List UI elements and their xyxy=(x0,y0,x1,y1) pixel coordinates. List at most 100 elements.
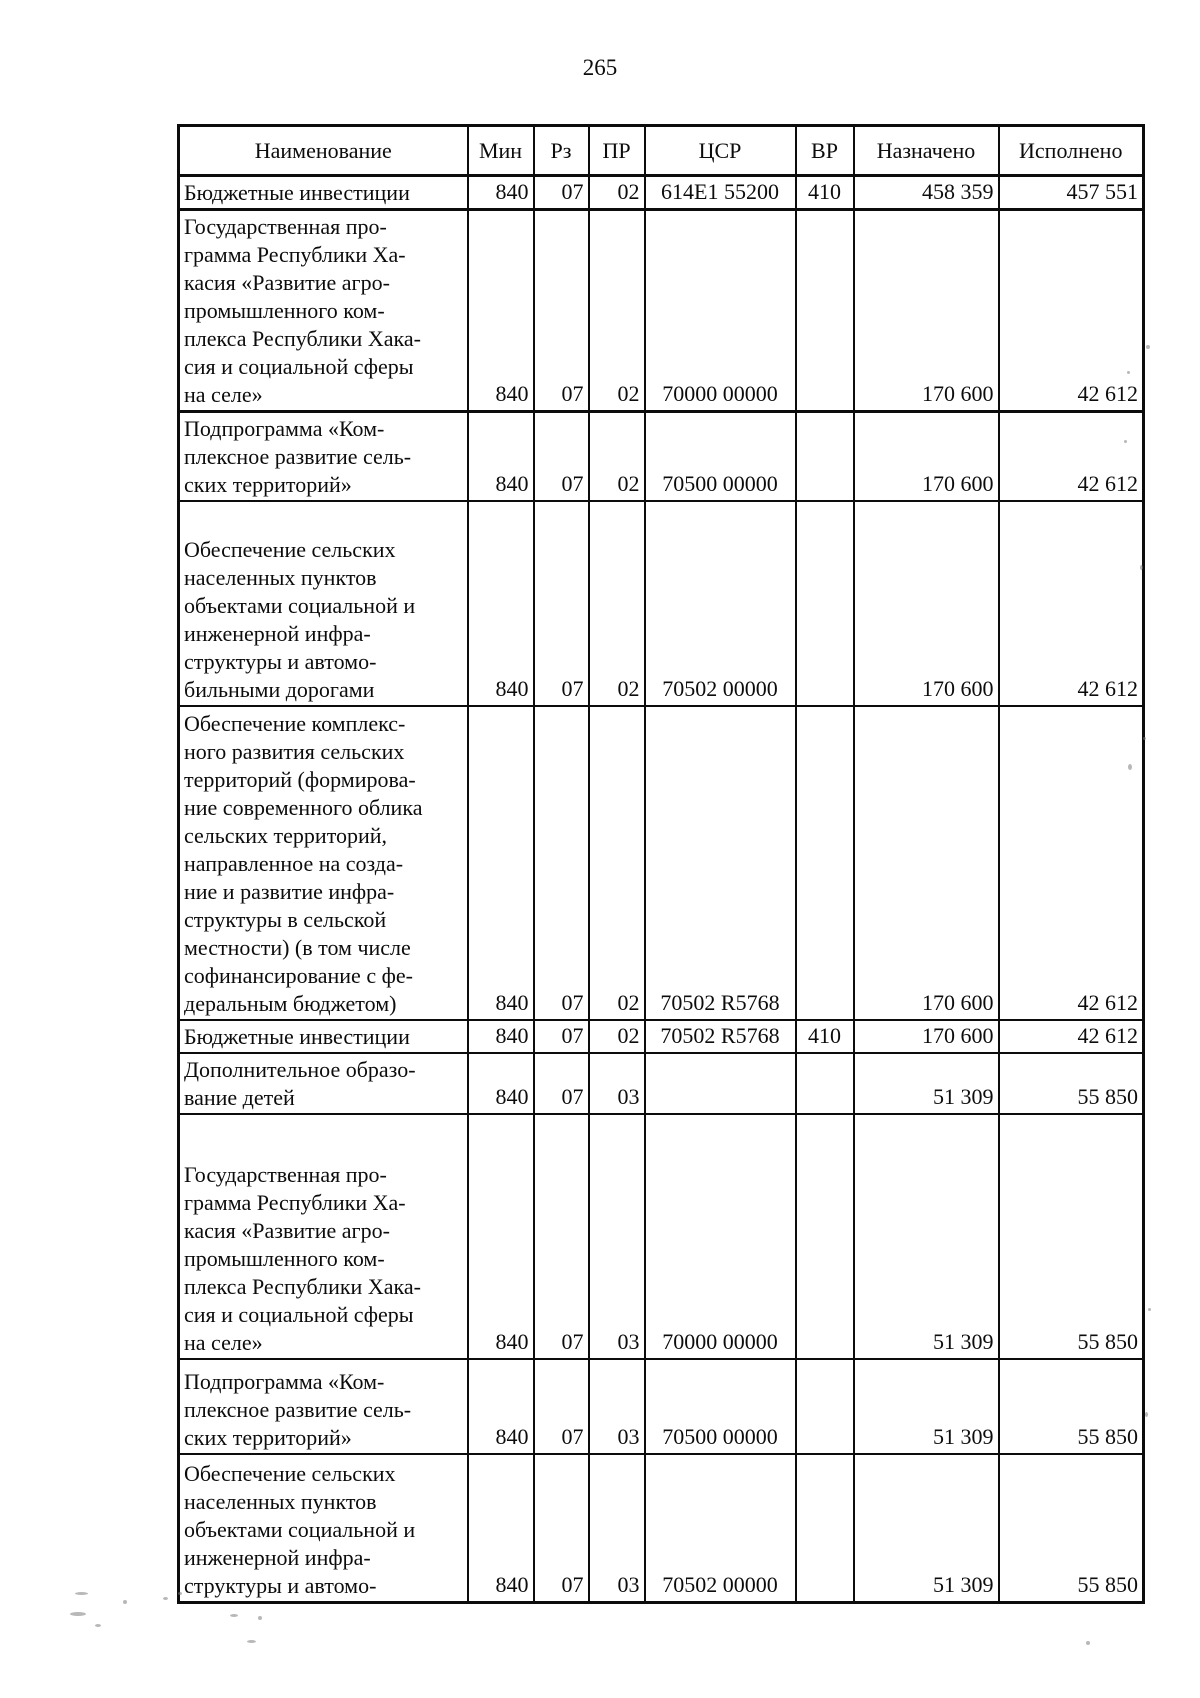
page-number: 265 xyxy=(582,55,618,80)
column-header-min: Мин xyxy=(466,124,535,177)
cell-assigned: 170 600 xyxy=(852,410,1000,502)
cell-vr xyxy=(794,1113,855,1360)
cell-rz: 07 xyxy=(532,1019,590,1054)
cell-vr xyxy=(794,1052,855,1115)
cell-assigned: 51 309 xyxy=(852,1453,1000,1603)
column-header-executed: Исполнено xyxy=(997,124,1145,177)
cell-assigned: 51 309 xyxy=(852,1113,1000,1360)
cell-assigned: 51 309 xyxy=(852,1052,1000,1115)
cell-rz: 07 xyxy=(532,500,590,707)
cell-rz: 07 xyxy=(532,1453,590,1603)
cell-assigned: 51 309 xyxy=(852,1358,1000,1455)
cell-vr xyxy=(794,1453,855,1603)
cell-csr: 70000 00000 xyxy=(643,208,797,413)
scan-speck xyxy=(95,1624,101,1627)
cell-min: 840 xyxy=(466,410,535,502)
table-row: Обеспечение комплекс- ного развития сель… xyxy=(177,705,1145,1021)
table-row: Бюджетные инвестиции 840 07 02 70502 R5768 41… xyxy=(177,1019,1145,1054)
cell-min: 840 xyxy=(466,1052,535,1115)
cell-assigned: 170 600 xyxy=(852,1019,1000,1054)
cell-vr xyxy=(794,410,855,502)
cell-pr: 02 xyxy=(587,410,646,502)
table-row: Государственная про- грамма Республики Х… xyxy=(177,1113,1145,1360)
cell-name: Обеспечение сельских населенных пунктов … xyxy=(177,1453,469,1603)
cell-executed: 42 612 xyxy=(997,410,1145,502)
cell-vr xyxy=(794,208,855,413)
scan-speck xyxy=(230,1614,238,1617)
cell-csr: 70502 00000 xyxy=(643,500,797,707)
cell-rz: 07 xyxy=(532,410,590,502)
table-row: Государственная про- грамма Республики Х… xyxy=(177,208,1145,413)
cell-min: 840 xyxy=(466,1019,535,1054)
scan-speck xyxy=(1128,764,1132,770)
table-row: Обеспечение сельских населенных пунктов … xyxy=(177,500,1145,707)
cell-name: Бюджетные инвестиции xyxy=(177,174,469,211)
cell-assigned: 170 600 xyxy=(852,208,1000,413)
cell-rz: 07 xyxy=(532,208,590,413)
cell-min: 840 xyxy=(466,1453,535,1603)
cell-executed: 42 612 xyxy=(997,500,1145,707)
cell-min: 840 xyxy=(466,174,535,211)
cell-vr xyxy=(794,1358,855,1455)
cell-assigned: 170 600 xyxy=(852,705,1000,1021)
cell-name: Бюджетные инвестиции xyxy=(177,1019,469,1054)
cell-pr: 02 xyxy=(587,705,646,1021)
column-header-pr: ПР xyxy=(587,124,646,177)
cell-rz: 07 xyxy=(532,174,590,211)
scan-speck xyxy=(123,1600,127,1604)
cell-min: 840 xyxy=(466,1358,535,1455)
column-header-assigned: Назначено xyxy=(852,124,1000,177)
cell-executed: 55 850 xyxy=(997,1453,1145,1603)
cell-vr: 410 xyxy=(794,174,855,211)
table-row: Дополнительное образо- вание детей 840 07 0… xyxy=(177,1052,1145,1115)
table-row: Подпрограмма «Ком- плексное развитие сел… xyxy=(177,410,1145,502)
scan-speck xyxy=(1140,565,1143,570)
header-row: Наименование Мин Рз ПР ЦСР ВР Назначено Исполне… xyxy=(177,124,1145,177)
cell-rz: 07 xyxy=(532,705,590,1021)
column-header-name: Наименование xyxy=(177,124,469,177)
scan-speck xyxy=(1127,371,1130,374)
cell-name: Дополнительное образо- вание детей xyxy=(177,1052,469,1115)
cell-csr: 70500 00000 xyxy=(643,1358,797,1455)
scan-speck xyxy=(247,1640,256,1643)
cell-csr xyxy=(643,1052,797,1115)
column-header-rz: Рз xyxy=(532,124,590,177)
cell-vr xyxy=(794,500,855,707)
scan-speck xyxy=(1145,1412,1148,1417)
cell-name: Государственная про- грамма Республики Х… xyxy=(177,208,469,413)
cell-assigned: 458 359 xyxy=(852,174,1000,211)
table-body: Бюджетные инвестиции 840 07 02 614Е1 55200 41… xyxy=(177,174,1145,1603)
cell-vr: 410 xyxy=(794,1019,855,1054)
cell-min: 840 xyxy=(466,1113,535,1360)
scan-speck xyxy=(75,1592,88,1595)
cell-pr: 03 xyxy=(587,1453,646,1603)
cell-min: 840 xyxy=(466,705,535,1021)
cell-vr xyxy=(794,705,855,1021)
cell-csr: 70502 00000 xyxy=(643,1453,797,1603)
budget-table: Наименование Мин Рз ПР ЦСР ВР Назначено Исполне… xyxy=(177,124,1145,1604)
cell-executed: 55 850 xyxy=(997,1358,1145,1455)
cell-name: Обеспечение комплекс- ного развития сель… xyxy=(177,705,469,1021)
table-row: Бюджетные инвестиции 840 07 02 614Е1 55200 41… xyxy=(177,174,1145,211)
cell-pr: 02 xyxy=(587,500,646,707)
cell-pr: 03 xyxy=(587,1113,646,1360)
table-header: Наименование Мин Рз ПР ЦСР ВР Назначено Исполне… xyxy=(177,124,1145,177)
cell-csr: 70502 R5768 xyxy=(643,705,797,1021)
cell-min: 840 xyxy=(466,500,535,707)
column-header-csr: ЦСР xyxy=(643,124,797,177)
scan-speck xyxy=(1148,1308,1151,1311)
cell-executed: 55 850 xyxy=(997,1113,1145,1360)
cell-name: Обеспечение сельских населенных пунктов … xyxy=(177,500,469,707)
scan-speck xyxy=(178,1592,182,1595)
cell-executed: 55 850 xyxy=(997,1052,1145,1115)
cell-pr: 02 xyxy=(587,174,646,211)
cell-pr: 03 xyxy=(587,1358,646,1455)
cell-executed: 42 612 xyxy=(997,208,1145,413)
cell-name: Подпрограмма «Ком- плексное развитие сел… xyxy=(177,410,469,502)
cell-executed: 42 612 xyxy=(997,1019,1145,1054)
cell-csr: 70502 R5768 xyxy=(643,1019,797,1054)
cell-pr: 03 xyxy=(587,1052,646,1115)
cell-csr: 70000 00000 xyxy=(643,1113,797,1360)
column-header-vr: ВР xyxy=(794,124,855,177)
cell-name: Подпрограмма «Ком- плексное развитие сел… xyxy=(177,1358,469,1455)
